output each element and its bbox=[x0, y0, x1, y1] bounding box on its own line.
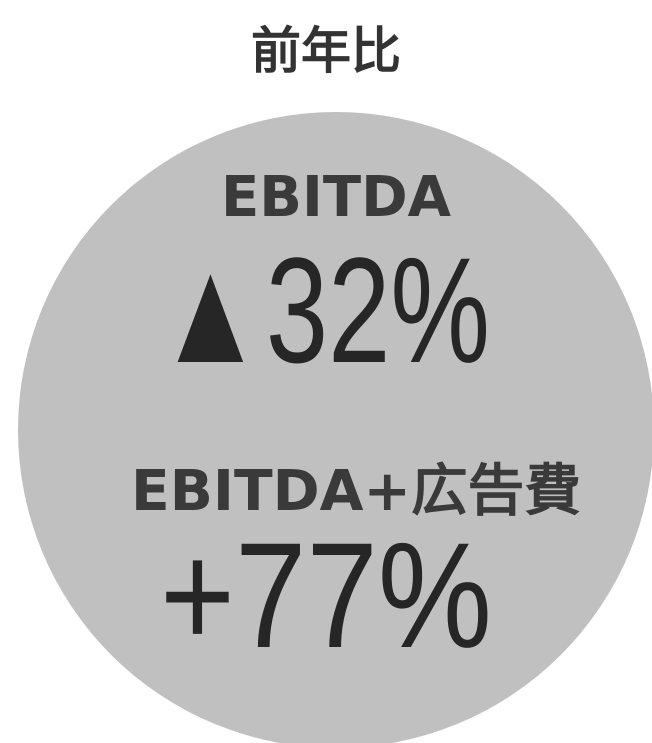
item-value: ▲32% bbox=[155, 226, 490, 394]
title: 前年比 bbox=[251, 22, 401, 80]
item-label: EBITDA bbox=[221, 165, 452, 230]
item-value: +77% bbox=[160, 511, 492, 679]
background-circle bbox=[18, 112, 652, 743]
item-label: EBITDA+広告費 bbox=[131, 459, 581, 524]
